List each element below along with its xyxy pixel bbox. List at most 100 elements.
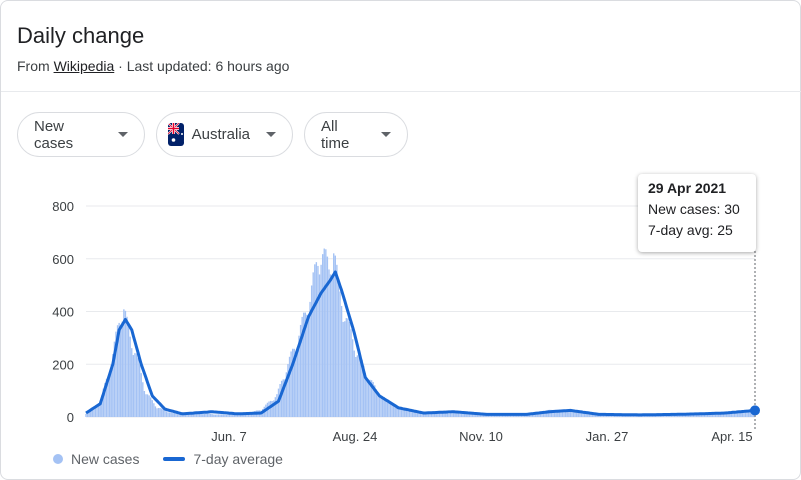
new-cases-bar (438, 412, 441, 417)
new-cases-bar (145, 394, 147, 417)
new-cases-bar (593, 413, 595, 417)
new-cases-bar (394, 404, 396, 417)
new-cases-bar (691, 414, 693, 417)
new-cases-bar (445, 412, 447, 417)
new-cases-bar (746, 410, 748, 417)
x-tick-label: Apr. 15 (711, 429, 752, 444)
new-cases-bar (396, 405, 398, 417)
new-cases-bar (435, 413, 437, 417)
new-cases-bar (246, 413, 248, 417)
new-cases-bar (153, 403, 155, 417)
new-cases-bar (427, 412, 430, 417)
new-cases-bar (446, 413, 449, 417)
new-cases-bar (471, 414, 474, 417)
period-dropdown[interactable]: All time (304, 112, 408, 157)
new-cases-bar (249, 413, 251, 417)
new-cases-bar (310, 285, 313, 417)
new-cases-bar (569, 410, 572, 417)
new-cases-bar (113, 341, 116, 417)
new-cases-bar (456, 413, 458, 417)
new-cases-bar (317, 265, 319, 417)
legend-new-cases: New cases (71, 451, 140, 467)
new-cases-bar (468, 413, 471, 417)
new-cases-bar (475, 414, 477, 417)
new-cases-bar (91, 407, 93, 417)
new-cases-bar (274, 397, 277, 417)
x-tick-label: Nov. 10 (459, 429, 503, 444)
new-cases-bar (326, 256, 329, 417)
new-cases-bar (134, 353, 136, 417)
new-cases-bar (348, 322, 351, 417)
new-cases-bar (323, 248, 325, 417)
new-cases-bar (681, 414, 684, 417)
region-dropdown[interactable]: Australia (156, 112, 293, 157)
new-cases-bar (282, 379, 284, 417)
new-cases-bar (563, 410, 565, 417)
new-cases-bar (112, 354, 114, 417)
new-cases-bar (542, 411, 545, 417)
new-cases-bar (372, 382, 374, 417)
new-cases-bar (378, 395, 381, 417)
new-cases-bar (350, 329, 352, 417)
new-cases-bar (432, 412, 434, 417)
new-cases-bar (555, 410, 557, 417)
new-cases-bar (744, 410, 747, 417)
new-cases-bar (580, 411, 583, 417)
new-cases-bar (705, 414, 707, 417)
new-cases-bar (161, 408, 163, 417)
new-cases-bar (410, 409, 412, 417)
new-cases-bar (612, 415, 614, 417)
new-cases-bar (342, 321, 344, 417)
new-cases-bar (205, 413, 207, 417)
new-cases-bar (340, 305, 343, 417)
new-cases-bar (730, 412, 733, 417)
new-cases-bar (287, 364, 289, 417)
new-cases-bar (120, 329, 122, 417)
new-cases-bar (353, 350, 355, 417)
new-cases-bar (358, 354, 360, 417)
new-cases-bar (367, 379, 370, 417)
new-cases-bar (579, 411, 581, 417)
new-cases-bar (697, 414, 699, 417)
new-cases-bar (186, 413, 188, 417)
new-cases-bar (457, 413, 460, 417)
new-cases-bar (591, 413, 594, 417)
new-cases-bar (93, 406, 95, 417)
new-cases-bar (699, 413, 701, 417)
new-cases-bar (333, 253, 335, 417)
new-cases-bar (713, 413, 715, 417)
new-cases-bar (198, 413, 201, 417)
new-cases-bar (714, 413, 717, 417)
new-cases-bar (465, 413, 467, 417)
new-cases-bar (460, 413, 463, 417)
new-cases-bar (413, 411, 415, 417)
new-cases-bar (288, 356, 291, 417)
daily-change-chart[interactable]: 0 200 400 600 800 Jun. 7 Aug. 24 Nov. 10 Jan. 27… (1, 161, 801, 451)
new-cases-bar (85, 413, 87, 417)
new-cases-bar (566, 410, 568, 417)
new-cases-bar (227, 414, 229, 417)
new-cases-bar (711, 413, 714, 417)
australia-flag-icon (168, 123, 184, 146)
new-cases-bar (170, 412, 172, 417)
new-cases-bar (716, 413, 718, 417)
new-cases-bar (683, 414, 685, 417)
source-link[interactable]: Wikipedia (53, 58, 115, 74)
new-cases-bar (197, 413, 199, 417)
new-cases-bar (558, 409, 561, 417)
new-cases-bar (339, 291, 341, 417)
new-cases-bar (568, 410, 570, 417)
new-cases-bar (402, 408, 404, 417)
new-cases-bar (670, 414, 673, 417)
new-cases-bar (96, 406, 98, 417)
new-cases-bar (530, 413, 532, 417)
new-cases-bar (389, 404, 392, 417)
new-cases-bar (325, 249, 327, 417)
new-cases-bar (179, 413, 182, 417)
metric-dropdown[interactable]: New cases (17, 112, 145, 157)
new-cases-bar (146, 394, 149, 417)
new-cases-bar (228, 414, 231, 417)
new-cases-bar (138, 364, 141, 417)
new-cases-bar (176, 413, 179, 417)
new-cases-bar (271, 400, 273, 417)
